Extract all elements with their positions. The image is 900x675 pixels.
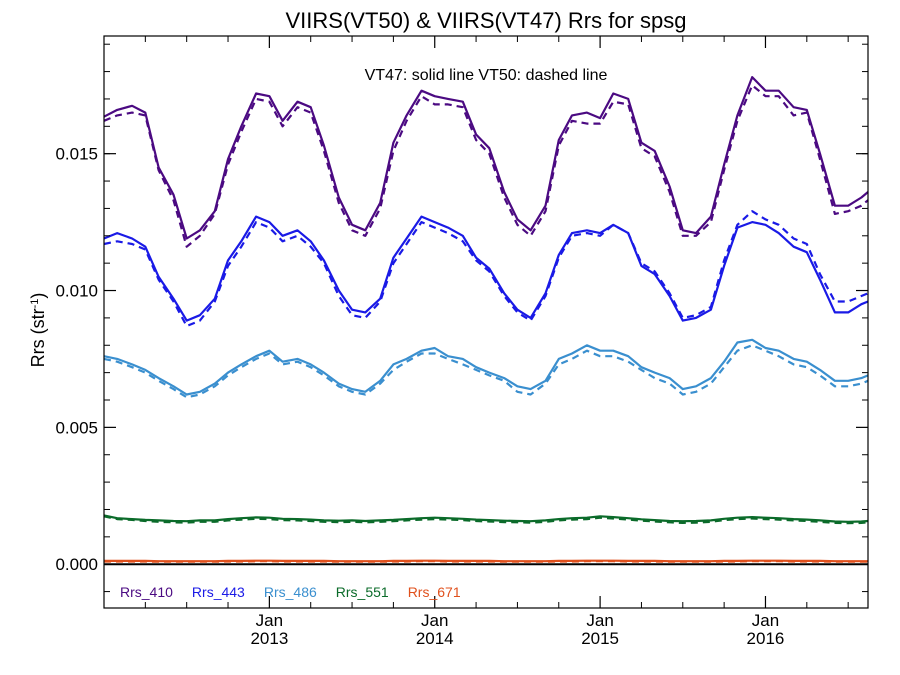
chart-title: VIIRS(VT50) & VIIRS(VT47) Rrs for spsg [286,8,687,33]
y-axis-label-close: ) [28,293,48,299]
series-Rrs_486-solid-line [103,338,869,396]
x-tick-label-year: 2013 [250,629,288,648]
legend-entry-Rrs_671: Rrs_671 [408,584,461,600]
y-axis-label: Rrs (str-1) [28,293,48,368]
y-tick-label: 0.015 [55,145,98,164]
y-tick-label: 0.010 [55,282,98,301]
series-Rrs_551-solid-line [103,514,869,523]
series-Rrs_443-solid-line [103,215,869,322]
x-tick-label-month: Jan [256,611,283,630]
x-tick-label-month: Jan [752,611,779,630]
legend-entry-Rrs_486: Rrs_486 [264,584,317,600]
x-tick-label-year: 2014 [416,629,454,648]
x-tick-label-year: 2016 [747,629,785,648]
plot-area [103,75,869,566]
y-axis-label-main: Rrs (str [28,308,48,367]
svg-text:Rrs (str-1): Rrs (str-1) [28,293,48,368]
series-Rrs_551-dashed-line [103,515,869,525]
x-tick-label-year: 2015 [581,629,619,648]
plot-frame [103,35,869,609]
legend-entry-Rrs_410: Rrs_410 [120,584,173,600]
series-Rrs_443-dashed-line [103,210,869,328]
legend-entry-Rrs_443: Rrs_443 [192,584,245,600]
legend: Rrs_410 Rrs_443 Rrs_486 Rrs_551 Rrs_671 [120,584,461,600]
series-Rrs_410-solid-line [103,75,869,240]
legend-entry-Rrs_551: Rrs_551 [336,584,389,600]
series-Rrs_671-solid-line [104,559,868,563]
line-style-annotation: VT47: solid line VT50: dashed line [365,67,608,84]
x-tick-label-month: Jan [586,611,613,630]
y-tick-label: 0.005 [55,418,98,437]
series-Rrs_486-dashed-line [103,344,869,399]
axes: 0.0000.0050.0100.015Jan2013Jan2014Jan201… [55,35,869,648]
y-axis-label-sup: -1 [29,299,41,309]
y-tick-label: 0.000 [55,555,98,574]
x-tick-label-month: Jan [421,611,448,630]
series-Rrs_410-dashed-line [103,84,869,248]
